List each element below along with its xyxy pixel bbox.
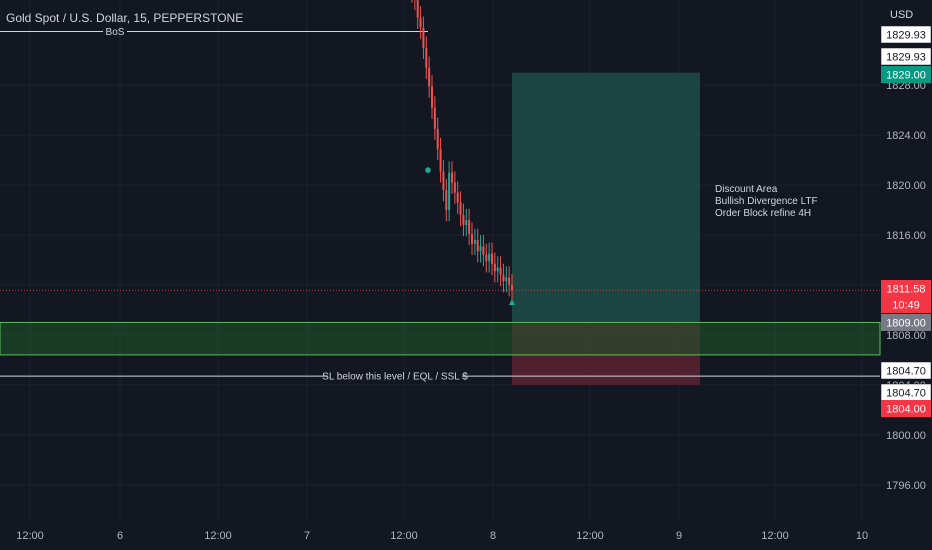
x-tick-label: 12:00 <box>390 530 418 542</box>
candle-body <box>439 148 442 172</box>
price-badge <box>881 314 931 331</box>
candle-body <box>491 253 493 264</box>
candle-body <box>471 233 473 244</box>
x-tick-label: 9 <box>676 530 682 542</box>
x-tick-label: 12:00 <box>16 530 44 542</box>
triangle-up-marker <box>509 298 515 305</box>
candle-body <box>508 277 511 285</box>
price-badge-text: 1811.58 <box>887 284 926 296</box>
price-badge <box>881 66 931 83</box>
candle-body <box>425 47 428 68</box>
candle-body <box>499 267 502 275</box>
symbol-title[interactable]: Gold Spot / U.S. Dollar, 15, PEPPERSTONE <box>6 11 244 25</box>
candlesticks <box>411 0 513 302</box>
candle-body <box>419 17 422 28</box>
candle-body <box>442 171 445 191</box>
candle-body <box>493 263 496 272</box>
candle-body <box>482 246 485 256</box>
dot-marker <box>425 167 431 173</box>
x-tick-label: 12:00 <box>204 530 232 542</box>
candle-body <box>436 128 439 149</box>
candle-body <box>476 240 479 252</box>
candle-body <box>448 172 451 211</box>
candle-body <box>502 274 505 282</box>
price-badge <box>881 280 931 297</box>
candle-body <box>462 215 465 226</box>
candle-body <box>456 192 459 203</box>
x-tick-label: 7 <box>304 530 310 542</box>
price-badge <box>880 25 932 44</box>
candle-body <box>465 220 468 226</box>
candle-body <box>445 190 448 211</box>
candle-body <box>453 182 456 193</box>
note-order-block: Order Block refine 4H <box>715 208 812 219</box>
x-tick-label: 6 <box>117 530 123 542</box>
candle-body <box>428 67 431 87</box>
x-tick-label: 12:00 <box>761 530 789 542</box>
time-axis[interactable]: 12:00 6 12:00 7 12:00 8 12:00 9 12:00 10 <box>16 530 868 542</box>
y-tick-label: 1808.00 <box>886 330 926 342</box>
note-bullish-divergence: Bullish Divergence LTF <box>715 196 818 207</box>
y-tick-label: 1800.00 <box>886 430 926 442</box>
price-badge <box>880 361 932 380</box>
price-badge-text: 1829.93 <box>886 30 926 42</box>
y-tick-label: 1828.00 <box>886 80 926 92</box>
price-badge <box>881 400 931 417</box>
candle-body <box>488 253 491 262</box>
price-badge-text: 1804.70 <box>886 366 926 378</box>
candle-body <box>451 172 453 183</box>
price-badge-text: 1829.93 <box>886 52 926 64</box>
candle-body <box>496 267 499 272</box>
order-block-zone[interactable] <box>0 321 881 356</box>
x-tick-label: 8 <box>490 530 496 542</box>
candle-body <box>422 27 425 48</box>
candle-body <box>468 220 471 234</box>
long-position-target-zone[interactable] <box>512 72 700 323</box>
x-tick-label: 12:00 <box>576 530 604 542</box>
sl-label: SL below this level / EQL / SSL $ <box>322 372 468 383</box>
bos-label: BoS <box>106 27 125 38</box>
y-tick-label: 1824.00 <box>886 130 926 142</box>
y-tick-label: 1816.00 <box>886 230 926 242</box>
y-tick-label: 1796.00 <box>886 480 926 492</box>
price-badge <box>881 296 931 313</box>
price-badge <box>880 47 932 66</box>
grid <box>0 0 880 520</box>
candle-body <box>485 255 488 262</box>
candle-body <box>431 86 433 108</box>
y-tick-label: 1820.00 <box>886 180 926 192</box>
candle-body <box>511 284 513 290</box>
candle-body <box>505 277 508 282</box>
candle-body <box>479 246 482 252</box>
candle-body <box>459 202 462 216</box>
currency-label[interactable]: USD <box>890 9 914 21</box>
note-discount-area: Discount Area <box>715 184 778 195</box>
candle-body <box>473 240 476 244</box>
price-labels: 1829.93 1829.93 1829.00 1811.58 10:49 1809.00… <box>880 25 932 417</box>
price-badge-text: 1809.00 <box>886 318 926 330</box>
candle-body <box>416 0 419 18</box>
x-tick-label: 10 <box>856 530 868 542</box>
discount-notes: Discount Area Bullish Divergence LTF Ord… <box>715 184 818 220</box>
price-badge-text: 1829.00 <box>886 70 926 82</box>
price-badge-text: 1804.70 <box>886 388 926 400</box>
signal-markers <box>425 167 515 305</box>
price-badge-text: 1804.00 <box>886 404 926 416</box>
price-badge-text: 10:49 <box>892 300 920 312</box>
candle-body <box>433 107 436 129</box>
